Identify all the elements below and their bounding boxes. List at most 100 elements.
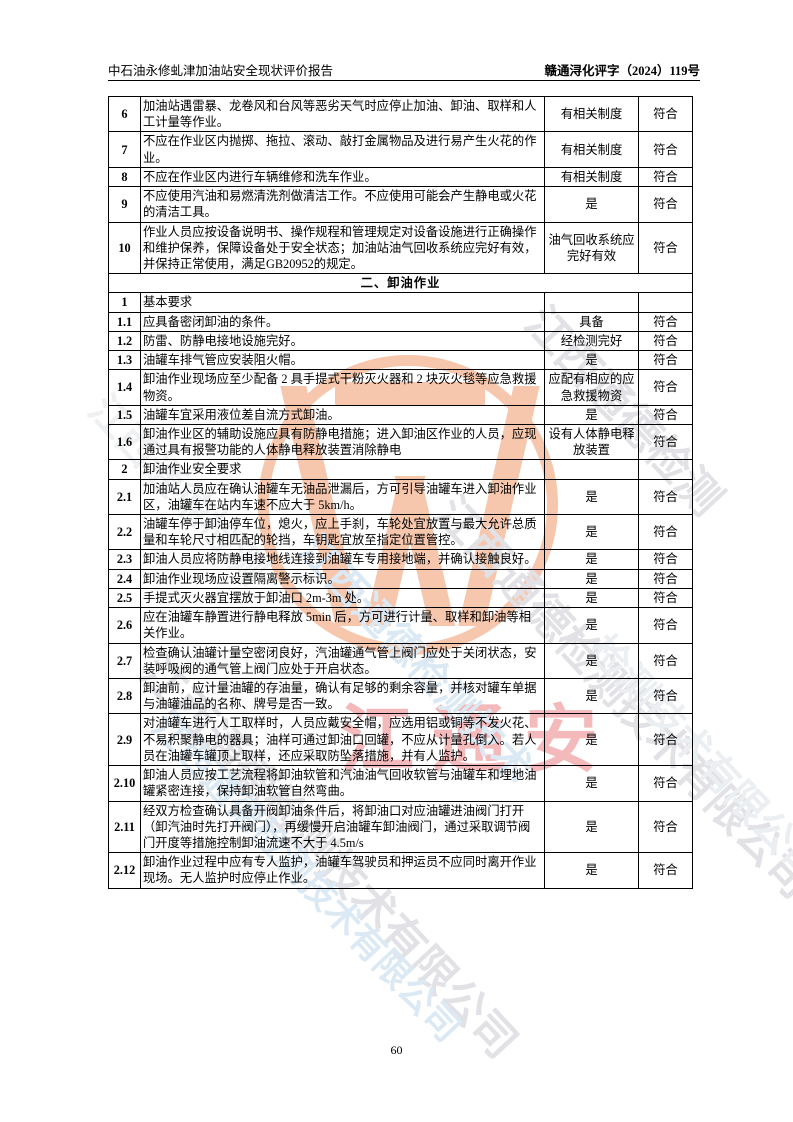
row-result: 符合 [638,587,693,609]
row-item-text: 加油站遇雷暴、龙卷风和台风等恶劣天气时应停止加油、卸油、取样和人工计量等作业。 [140,95,545,133]
table-row: 2.3 卸油人员应将防静电接地线连接到油罐车专用接地端，并确认接触良好。是符合 [108,549,693,570]
row-condition: 是 [544,713,639,767]
row-condition: 是 [544,514,639,551]
row-result: 符合 [638,765,693,802]
table-row: 2.9 对油罐车进行人工取样时，人员应戴安全帽，应选用铝或铜等不发火花、不易积聚静… [108,713,693,767]
table-row: 2.5 手提式灭火器宜摆放于卸油口 2m-3m 处。是符合 [108,587,693,609]
row-condition: 油气回收系统应完好有效 [544,221,639,275]
row-condition: 应配有相应的应急救援物资 [544,369,639,406]
row-result: 符合 [638,350,693,371]
row-result: 符合 [638,311,693,332]
table-row: 2 卸油作业安全要求 [108,459,693,480]
row-condition: 是 [544,765,639,802]
row-number: 2.12 [108,852,141,889]
row-result [638,292,693,313]
row-number: 2.11 [108,800,141,854]
table-row: 8 不应在作业区内进行车辆维修和洗车作业。 有相关制度 符合 [108,166,693,188]
row-number: 1.5 [108,404,141,425]
row-item-text: 不应在作业区内抛掷、拖拉、滚动、敲打金属物品及进行易产生火花的作业。 [140,131,545,168]
row-condition: 是 [544,478,639,516]
row-result: 符合 [638,478,693,516]
row-result: 符合 [638,221,693,275]
table-row: 1 基本要求 [108,292,693,313]
row-number: 1.4 [108,369,141,406]
row-number: 2.10 [108,765,141,802]
row-item-text: 对油罐车进行人工取样时，人员应戴安全帽，应选用铝或铜等不发火花、不易积聚静电的器… [140,713,545,767]
row-condition: 有相关制度 [544,166,639,188]
table-row: 1.5 油罐车宜采用液位差自流方式卸油。是符合 [108,404,693,425]
row-item-text: 加油站人员应在确认油罐车无油品泄漏后，方可引导油罐车进入卸油作业区，油罐车在站内… [140,478,545,516]
section-title: 二、卸油作业 [108,273,693,294]
row-number: 8 [108,166,141,188]
row-number: 2.7 [108,642,141,680]
table-row: 1.1 应具备密闭卸油的条件。 具备 符合 [108,311,693,332]
row-condition: 是 [544,587,639,609]
row-condition: 有相关制度 [544,95,639,133]
row-number: 10 [108,221,141,275]
row-number: 2.8 [108,677,141,715]
row-item-text: 卸油人员应按工艺流程将卸油软管和汽油油气回收软管与油罐车和埋地油罐紧密连接，保持… [140,765,545,802]
row-result: 符合 [638,330,693,352]
row-condition: 是 [544,350,639,371]
table-row: 2.6 应在油罐车静置进行静电释放 5min 后，方可进行计量、取样和卸油等相关作… [108,607,693,644]
row-result: 符合 [638,166,693,188]
table-row: 1.3 油罐车排气管应安装阻火帽。是符合 [108,350,693,371]
row-number: 1.6 [108,423,141,461]
page-number: 60 [390,1043,403,1057]
table-row: 7 不应在作业区内抛掷、拖拉、滚动、敲打金属物品及进行易产生火花的作业。 有相关制度… [108,131,693,168]
row-condition: 是 [544,852,639,889]
row-item-text: 油罐车宜采用液位差自流方式卸油。 [140,404,545,425]
row-item-text: 卸油作业现场应至少配备 2 具手提式干粉灭火器和 2 块灭火毯等应急救援物资。 [140,369,545,406]
header-divider [108,80,700,81]
row-item-text: 油罐车停于卸油停车位，熄火，应上手刹，车轮处宜放置与最大允许总质量和车轮尺寸相匹… [140,514,545,551]
row-number: 2.6 [108,607,141,644]
table-section-row: 二、卸油作业 [108,273,693,294]
table-row: 2.4 卸油作业现场应设置隔离警示标识。是符合 [108,568,693,589]
table-row: 2.7 检查确认油罐计量空密闭良好，汽油罐通气管上阀门应处于关闭状态，安装呼吸阀的… [108,642,693,680]
row-result: 符合 [638,713,693,767]
row-condition: 是 [544,677,639,715]
row-item-text: 经双方检查确认具备开阀卸油条件后，将卸油口对应油罐进油阀门打开（卸汽油时先打开阀… [140,800,545,854]
row-number: 6 [108,95,141,133]
row-result: 符合 [638,423,693,461]
row-number: 1.1 [108,311,141,332]
table-row: 2.10 卸油人员应按工艺流程将卸油软管和汽油油气回收软管与油罐车和埋地油罐紧密连… [108,765,693,802]
row-number: 7 [108,131,141,168]
row-result: 符合 [638,404,693,425]
row-number: 2.5 [108,587,141,609]
table-row: 2.11 经双方检查确认具备开阀卸油条件后，将卸油口对应油罐进油阀门打开（卸汽油时… [108,800,693,854]
header-document-number: 赣通浔化评字（2024）119号 [544,64,700,78]
row-number: 2.3 [108,549,141,570]
row-result: 符合 [638,677,693,715]
row-item-text: 应在油罐车静置进行静电释放 5min 后，方可进行计量、取样和卸油等相关作业。 [140,607,545,644]
row-number: 9 [108,186,141,223]
row-condition: 设有人体静电释放装置 [544,423,639,461]
table-row: 2.1 加油站人员应在确认油罐车无油品泄漏后，方可引导油罐车进入卸油作业区，油罐车… [108,478,693,516]
row-item-text: 卸油作业区的辅助设施应具有防静电措施；进入卸油区作业的人员，应现通过具有报警功能… [140,423,545,461]
table-row: 1.4 卸油作业现场应至少配备 2 具手提式干粉灭火器和 2 块灭火毯等应急救援物… [108,369,693,406]
page-header: 中石油永修虬津加油站安全现状评价报告 赣通浔化评字（2024）119号 [108,60,700,79]
table-row: 2.12 卸油作业过程中应有专人监护，油罐车驾驶员和押运员不应同时离开作业现场。无… [108,852,693,889]
row-number: 1 [108,292,141,313]
row-item-text: 应具备密闭卸油的条件。 [140,311,545,332]
row-condition [544,292,639,313]
table-row: 1.6 卸油作业区的辅助设施应具有防静电措施；进入卸油区作业的人员，应现通过具有报… [108,423,693,461]
row-item-text: 不应使用汽油和易燃清洗剂做清洁工作。不应使用可能会产生静电或火花的清洁工具。 [140,186,545,223]
row-result: 符合 [638,514,693,551]
row-condition: 是 [544,607,639,644]
row-result: 符合 [638,642,693,680]
row-condition: 是 [544,549,639,570]
inspection-table: 6 加油站遇雷暴、龙卷风和台风等恶劣天气时应停止加油、卸油、取样和人工计量等作业。… [108,95,693,889]
row-item-text: 基本要求 [140,292,545,313]
row-condition: 是 [544,642,639,680]
row-number: 1.2 [108,330,141,352]
row-result: 符合 [638,800,693,854]
row-item-text: 卸油作业现场应设置隔离警示标识。 [140,568,545,589]
row-result: 符合 [638,852,693,889]
table-row: 2.8 卸油前，应计量油罐的存油量，确认有足够的剩余容量，并核对罐车单据与油罐油品… [108,677,693,715]
table-row: 1.2 防雷、防静电接地设施完好。 经检测完好 符合 [108,330,693,352]
row-item-text: 手提式灭火器宜摆放于卸油口 2m-3m 处。 [140,587,545,609]
row-condition: 是 [544,568,639,589]
row-item-text: 防雷、防静电接地设施完好。 [140,330,545,352]
